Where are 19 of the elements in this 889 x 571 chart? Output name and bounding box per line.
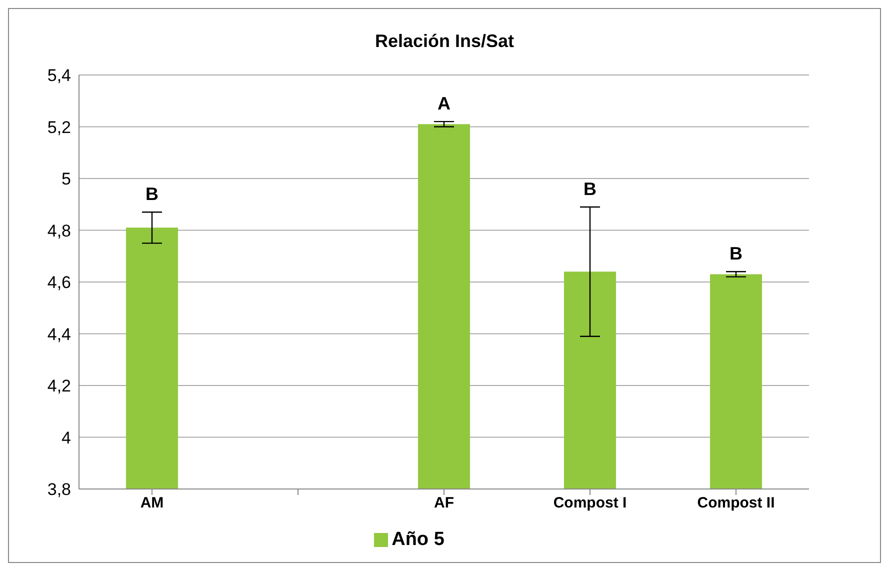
x-tick-label: AM [140, 494, 164, 512]
y-tick-label: 4,6 [47, 273, 71, 292]
annotation: B [730, 244, 742, 264]
y-tick-label: 5,2 [47, 118, 71, 137]
x-tick-label: Compost II [697, 494, 775, 512]
y-tick-label: 4,4 [47, 324, 71, 344]
legend-label: Año 5 [392, 529, 444, 550]
y-tick-label: 4,8 [47, 221, 71, 240]
y-tick-label: 3,8 [47, 480, 71, 500]
x-tick-label: AF [434, 494, 454, 512]
x-tick-label: Compost I [553, 494, 627, 512]
y-tick-label: 5,4 [47, 66, 71, 86]
annotation: B [584, 178, 596, 199]
y-tick-label: 4 [62, 428, 71, 448]
annotation: A [438, 94, 450, 114]
y-tick-label: 4,2 [47, 376, 71, 396]
y-tick-label: 5 [62, 170, 71, 189]
chart-title: Relación Ins/Sat [374, 30, 516, 53]
annotation: B [146, 184, 158, 204]
